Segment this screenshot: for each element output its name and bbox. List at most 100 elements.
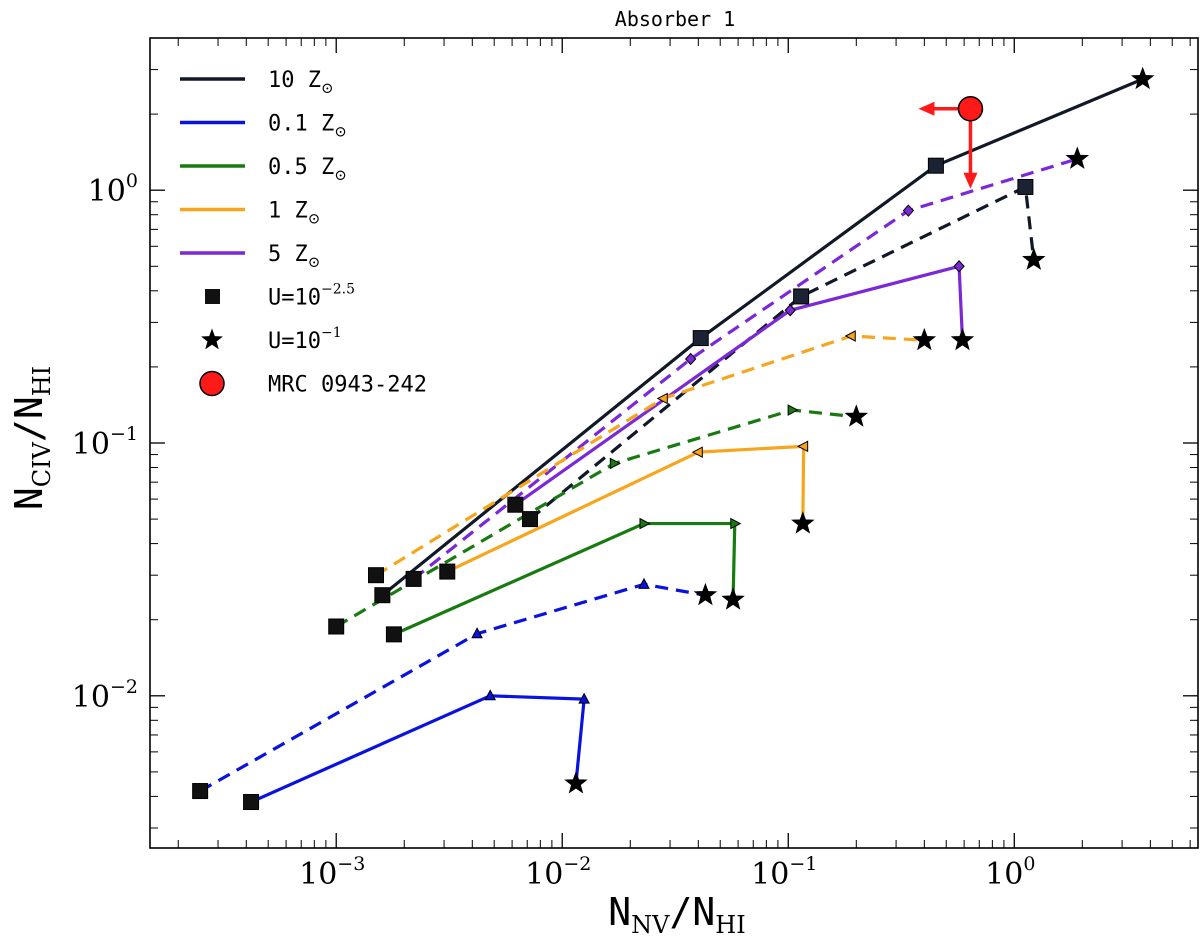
y-label-sub: CIV [28, 441, 56, 487]
x-label-sub: NV [631, 911, 670, 939]
series-point [656, 392, 668, 405]
upper-limit-x-arrowhead [918, 101, 935, 116]
x-tick-label: 10−1 [751, 853, 817, 892]
legend-item: 10 Z⊙ [180, 68, 334, 97]
legend-label: 10 Z⊙ [268, 68, 334, 97]
plot-area [149, 37, 1199, 849]
series-point [784, 304, 796, 317]
y-tick-label: 10−1 [72, 423, 138, 462]
legend-item: U=10−2.5 [205, 282, 355, 311]
series-line [375, 334, 925, 577]
series-point [471, 627, 483, 639]
legend-label-sym: ⊙ [321, 79, 334, 97]
series-point [243, 794, 260, 811]
legend-circle-marker [199, 370, 225, 397]
x-axis-title: NNV/NHI [608, 890, 745, 939]
legend-item: 5 Z⊙ [180, 242, 320, 271]
series-point [507, 496, 524, 513]
series-line [514, 264, 965, 507]
upper-limit-y-arrowhead [963, 172, 978, 189]
series-point [484, 689, 497, 701]
legend-label-sym: ⊙ [334, 123, 347, 141]
legend-label-sym: ⊙ [308, 253, 321, 271]
x-tick-label: 10−3 [299, 853, 365, 892]
series-point [385, 626, 402, 643]
major-ticks [150, 38, 1198, 848]
y-tick-label: 100 [88, 170, 138, 209]
series-point [1017, 178, 1034, 195]
legend-label-text: 10 Z [268, 68, 321, 93]
series-point [638, 577, 650, 589]
legend-item: MRC 0943-242 [199, 370, 427, 398]
series-lines [199, 77, 1144, 804]
legend-star-marker [201, 328, 223, 350]
series-markers [192, 66, 1155, 811]
series-point [609, 457, 621, 470]
legend-label-text: 0.1 Z [268, 112, 334, 137]
legend-label: U=10−1 [268, 325, 342, 354]
legend-label-text: MRC 0943-242 [268, 373, 427, 398]
series-point [405, 570, 422, 587]
y-tick-exponent: −1 [110, 423, 138, 445]
y-tick-label: 10−2 [72, 676, 138, 715]
legend-label-text: 1 Z [268, 199, 308, 224]
x-tick-base: 10 [751, 857, 789, 892]
x-axis-label: NNV/NHI [608, 890, 745, 939]
legend-label: MRC 0943-242 [268, 373, 427, 398]
series-point [368, 567, 385, 584]
series-point [693, 582, 718, 606]
series-point [721, 587, 745, 610]
series-point [374, 587, 391, 604]
series-point [844, 404, 869, 427]
legend-item: 0.5 Z⊙ [180, 155, 347, 184]
legend-label-sym: ⊙ [308, 210, 321, 228]
series-point [439, 563, 456, 580]
x-tick-base: 10 [525, 857, 563, 892]
series-point [578, 692, 590, 704]
series-point [793, 288, 810, 305]
legend-item: 1 Z⊙ [180, 199, 320, 228]
series-line [335, 408, 857, 628]
legend-label-text: U=10 [268, 329, 321, 354]
legend-item: 0.1 Z⊙ [180, 112, 347, 141]
x-label-sub2: HI [715, 911, 745, 939]
series-line [446, 444, 806, 574]
y-axis-label: NCIV/NHI [7, 366, 56, 510]
series-point [521, 511, 538, 528]
legend-label-exp: −1 [321, 325, 342, 341]
x-tick-base: 10 [299, 857, 337, 892]
series-point [787, 404, 799, 416]
series-point [192, 783, 209, 800]
legend-label: 0.5 Z⊙ [268, 155, 347, 184]
x-label-n: N [608, 890, 631, 934]
observation-group [918, 95, 984, 189]
x-tick-exponent: 0 [1023, 853, 1035, 875]
series-line [381, 77, 1144, 597]
series-point [1022, 247, 1046, 270]
x-tick-exponent: −1 [789, 853, 817, 875]
series-point [953, 260, 965, 273]
minor-ticks [150, 38, 1198, 848]
x-tick-label: 10−2 [525, 853, 591, 892]
series-point [950, 327, 975, 351]
legend: 10 Z⊙0.1 Z⊙0.5 Z⊙1 Z⊙5 Z⊙U=10−2.5U=10−1M… [180, 68, 427, 398]
y-label-n: N [7, 487, 51, 510]
legend-square-marker [205, 289, 220, 304]
legend-label-sym: ⊙ [334, 166, 347, 184]
y-label-sub2: HI [28, 366, 56, 396]
y-tick-base: 10 [88, 174, 126, 209]
x-tick-label: 100 [985, 853, 1035, 892]
series-line [412, 157, 1078, 581]
chart-title: Absorber 1 [615, 7, 735, 31]
series-point [692, 330, 709, 347]
legend-label: 1 Z⊙ [268, 199, 320, 228]
legend-label-text: U=10 [268, 286, 321, 311]
y-tick-base: 10 [72, 427, 110, 462]
series-point [639, 517, 651, 530]
series-point [927, 157, 944, 174]
series-point [791, 511, 815, 534]
legend-label-text: 0.5 Z [268, 155, 334, 180]
legend-label: 0.1 Z⊙ [268, 112, 347, 141]
